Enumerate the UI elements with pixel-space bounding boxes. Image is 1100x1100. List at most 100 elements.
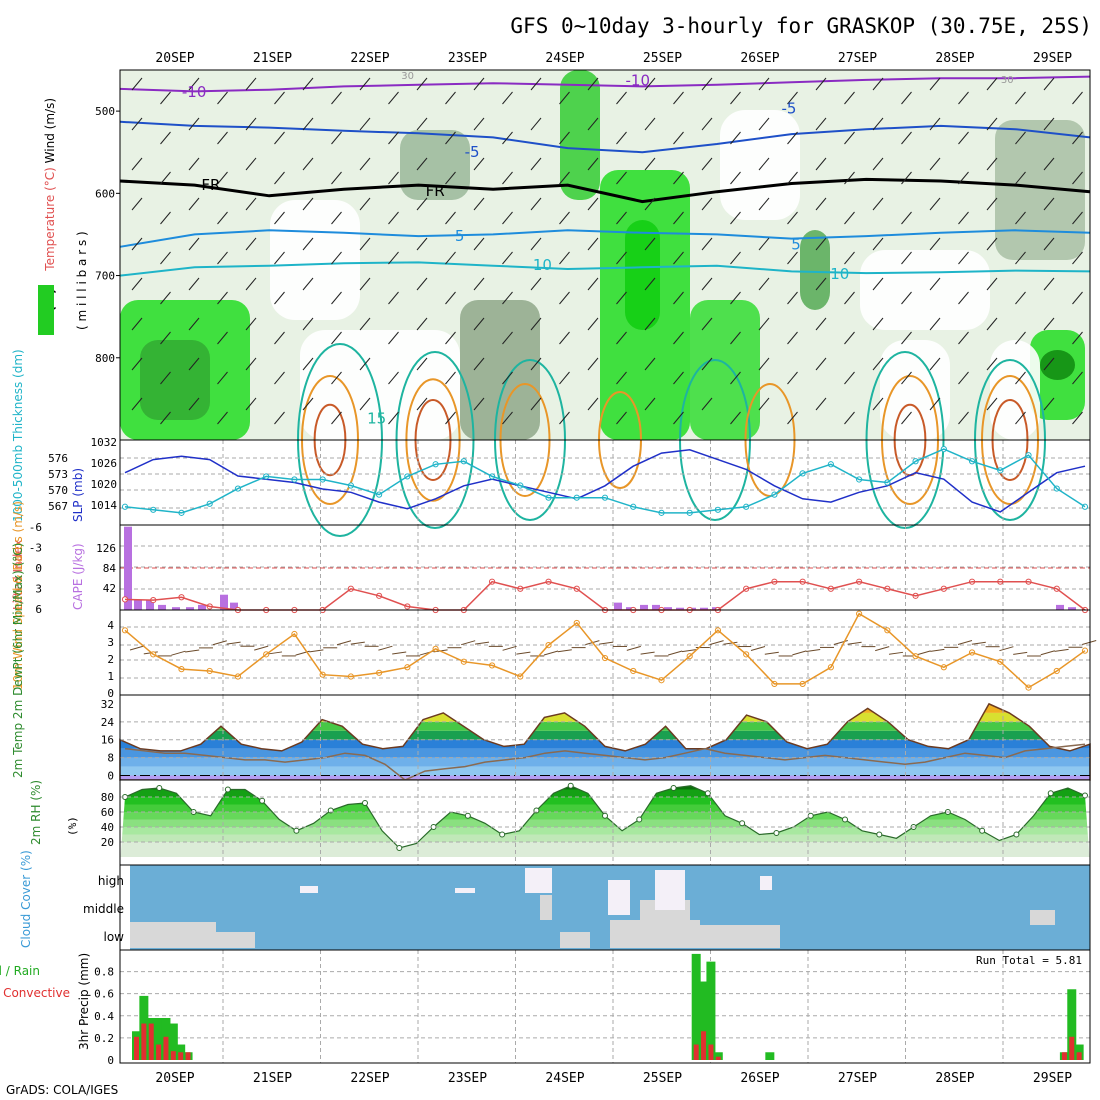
cape-bar [172,607,180,610]
wind-barb [217,171,228,185]
rh-band [120,842,1090,857]
wind-barb [473,397,485,411]
wind-barb [929,357,941,371]
wind-barb [701,77,713,91]
wind-barb [730,371,741,385]
cloud-patch [560,932,590,948]
cape-bar [614,602,622,610]
contour-label: 30 [401,71,414,82]
wind-barb [616,131,627,145]
top-date-21SEP: 21SEP [253,51,292,66]
millibars-label: ( m i l l i b a r s ) [75,231,89,330]
wind-barb [530,157,542,171]
wind-barb [188,357,200,371]
wind-barb [1043,77,1055,91]
wind-barb [1072,331,1083,345]
temp-isotherm-5 [119,229,1091,248]
rh-point [842,816,848,823]
wind-barb [331,171,342,185]
wind-barb [274,171,285,185]
cape-label: CAPE (J/kg) [71,543,85,610]
wind-barb [559,331,570,345]
wind-barb [217,371,228,385]
wind-barb [359,117,371,131]
wind-barb [730,291,741,305]
precip-tick: 0.6 [94,988,114,1001]
wind-barb [188,277,200,291]
bottom-date-labels: 20SEP 21SEP 22SEP 23SEP 24SEP 25SEP 26SEP 27SEP… [155,1071,1072,1086]
precip-tick: 0 [107,1054,114,1067]
wind-barb [1015,251,1026,265]
cape-bar [134,599,142,610]
top-date-28SEP: 28SEP [935,51,974,66]
wind-barb [730,411,741,425]
precip-label: 3hr Precip (mm) [77,953,91,1050]
wind-barb [445,411,456,425]
wind-barb [559,211,570,225]
wind-barb [559,251,570,265]
precip-total-bar [713,1052,723,1060]
precip-convective-bar [178,1052,184,1060]
bottom-date-29SEP: 29SEP [1033,1071,1072,1086]
wind-barb [1015,291,1026,305]
wind-barb [502,411,513,425]
wind-barb [217,251,228,265]
surface-wind-barb [930,648,945,652]
wind-barb [986,77,998,91]
wind-barb [901,371,912,385]
wind-barb [815,397,827,411]
slp-tick: 1026 [91,457,118,470]
wind-barb [388,291,399,305]
surface-wind-barb [129,645,145,651]
wind-barb [901,331,912,345]
surface-wind-barb [916,650,931,656]
convective-label: Convective [3,986,70,1000]
wind-barb [787,291,798,305]
precip-convective-bar [170,1051,176,1060]
wind-barb [359,317,371,331]
wind-barb [388,371,399,385]
wind-barb [986,157,998,171]
upper-air-panel-frame [119,69,1091,441]
panels: -10-10-5-5FR FR5 5101015303050060070080057… [29,69,1097,1067]
precip-convective-bar [134,1036,139,1060]
bottom-date-27SEP: 27SEP [838,1071,877,1086]
surface-wind-barb [309,649,324,653]
wind-barb [844,371,855,385]
surface-wind-barb [267,651,283,655]
wind-barb [530,397,542,411]
wind-barb [929,117,941,131]
wind-barb [445,171,456,185]
wind-barb [359,277,371,291]
thickness-label: 1000-500mb Thickness (dm) [11,349,25,522]
temp-band [120,703,1090,704]
rh-point [464,812,471,819]
rh-point [362,800,368,806]
wind-barb [758,77,770,91]
temp-isotherm-10 [119,261,1091,277]
rh-point [499,831,506,838]
wind-barb [758,197,770,211]
surface-wind-barb [626,645,641,651]
wind-barb [388,331,399,345]
rh-point [876,831,883,838]
wind-barb [1043,317,1055,331]
wind-barb [587,277,599,291]
wind-barb [616,211,627,225]
bottom-date-21SEP: 21SEP [253,1071,292,1086]
precip-convective-bar [185,1052,191,1060]
wind-barb [958,251,969,265]
wind-barb [758,237,770,251]
wind-barb [530,117,542,131]
rh-point [670,785,677,791]
wind-barb [445,371,456,385]
wind-barb [901,411,912,425]
wind-barb [673,211,684,225]
wind-barb [559,411,570,425]
wind-barb [787,211,798,225]
wind-barb [958,131,969,145]
wind-barb [245,277,257,291]
wind-barb [587,237,599,251]
cape-bar [640,604,648,610]
li-tick: 3 [35,583,42,596]
